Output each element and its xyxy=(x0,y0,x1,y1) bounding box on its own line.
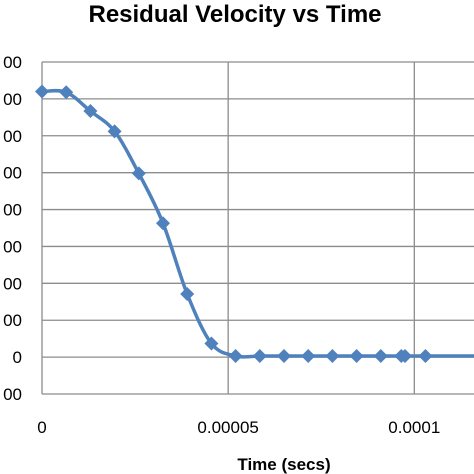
y-tick-label: 00 xyxy=(3,164,22,183)
data-point-marker xyxy=(180,287,195,302)
y-tick-label: 00 xyxy=(3,237,22,256)
data-point-marker xyxy=(349,349,364,364)
chart-title: Residual Velocity vs Time xyxy=(88,1,381,28)
data-point-marker xyxy=(418,349,433,364)
data-point-marker xyxy=(228,349,243,364)
data-point-marker xyxy=(252,349,267,364)
series-line xyxy=(41,88,474,359)
data-point-marker xyxy=(131,166,146,181)
data-point-marker xyxy=(325,349,340,364)
data-point-marker xyxy=(107,124,122,139)
y-tick-label: 00 xyxy=(3,201,22,220)
data-point-marker xyxy=(204,336,219,351)
data-point-marker xyxy=(301,349,316,364)
y-tick-label: 00 xyxy=(3,90,22,109)
y-tick-label: 00 xyxy=(3,385,22,404)
data-point-marker xyxy=(398,349,412,364)
x-tick-label: 0.00005 xyxy=(197,418,258,437)
y-tick-label: 00 xyxy=(3,53,22,72)
x-tick-label: 0.0001 xyxy=(388,418,440,437)
grid-lines xyxy=(41,61,474,395)
y-tick-label: 00 xyxy=(3,127,22,146)
y-tick-label: 0 xyxy=(13,348,22,367)
x-axis-label: Time (secs) xyxy=(237,455,330,474)
y-tick-label: 00 xyxy=(3,311,22,330)
data-point-marker xyxy=(277,349,291,364)
y-tick-label: 00 xyxy=(3,274,22,293)
data-point-marker xyxy=(156,216,170,231)
x-tick-label: 0 xyxy=(37,418,46,437)
data-point-marker xyxy=(59,85,74,100)
data-point-marker xyxy=(373,349,388,364)
data-point-marker xyxy=(83,104,98,119)
x-tick-labels: 0 0.00005 0.0001 xyxy=(37,418,440,437)
data-point-marker xyxy=(35,84,49,99)
series-group xyxy=(35,84,474,364)
